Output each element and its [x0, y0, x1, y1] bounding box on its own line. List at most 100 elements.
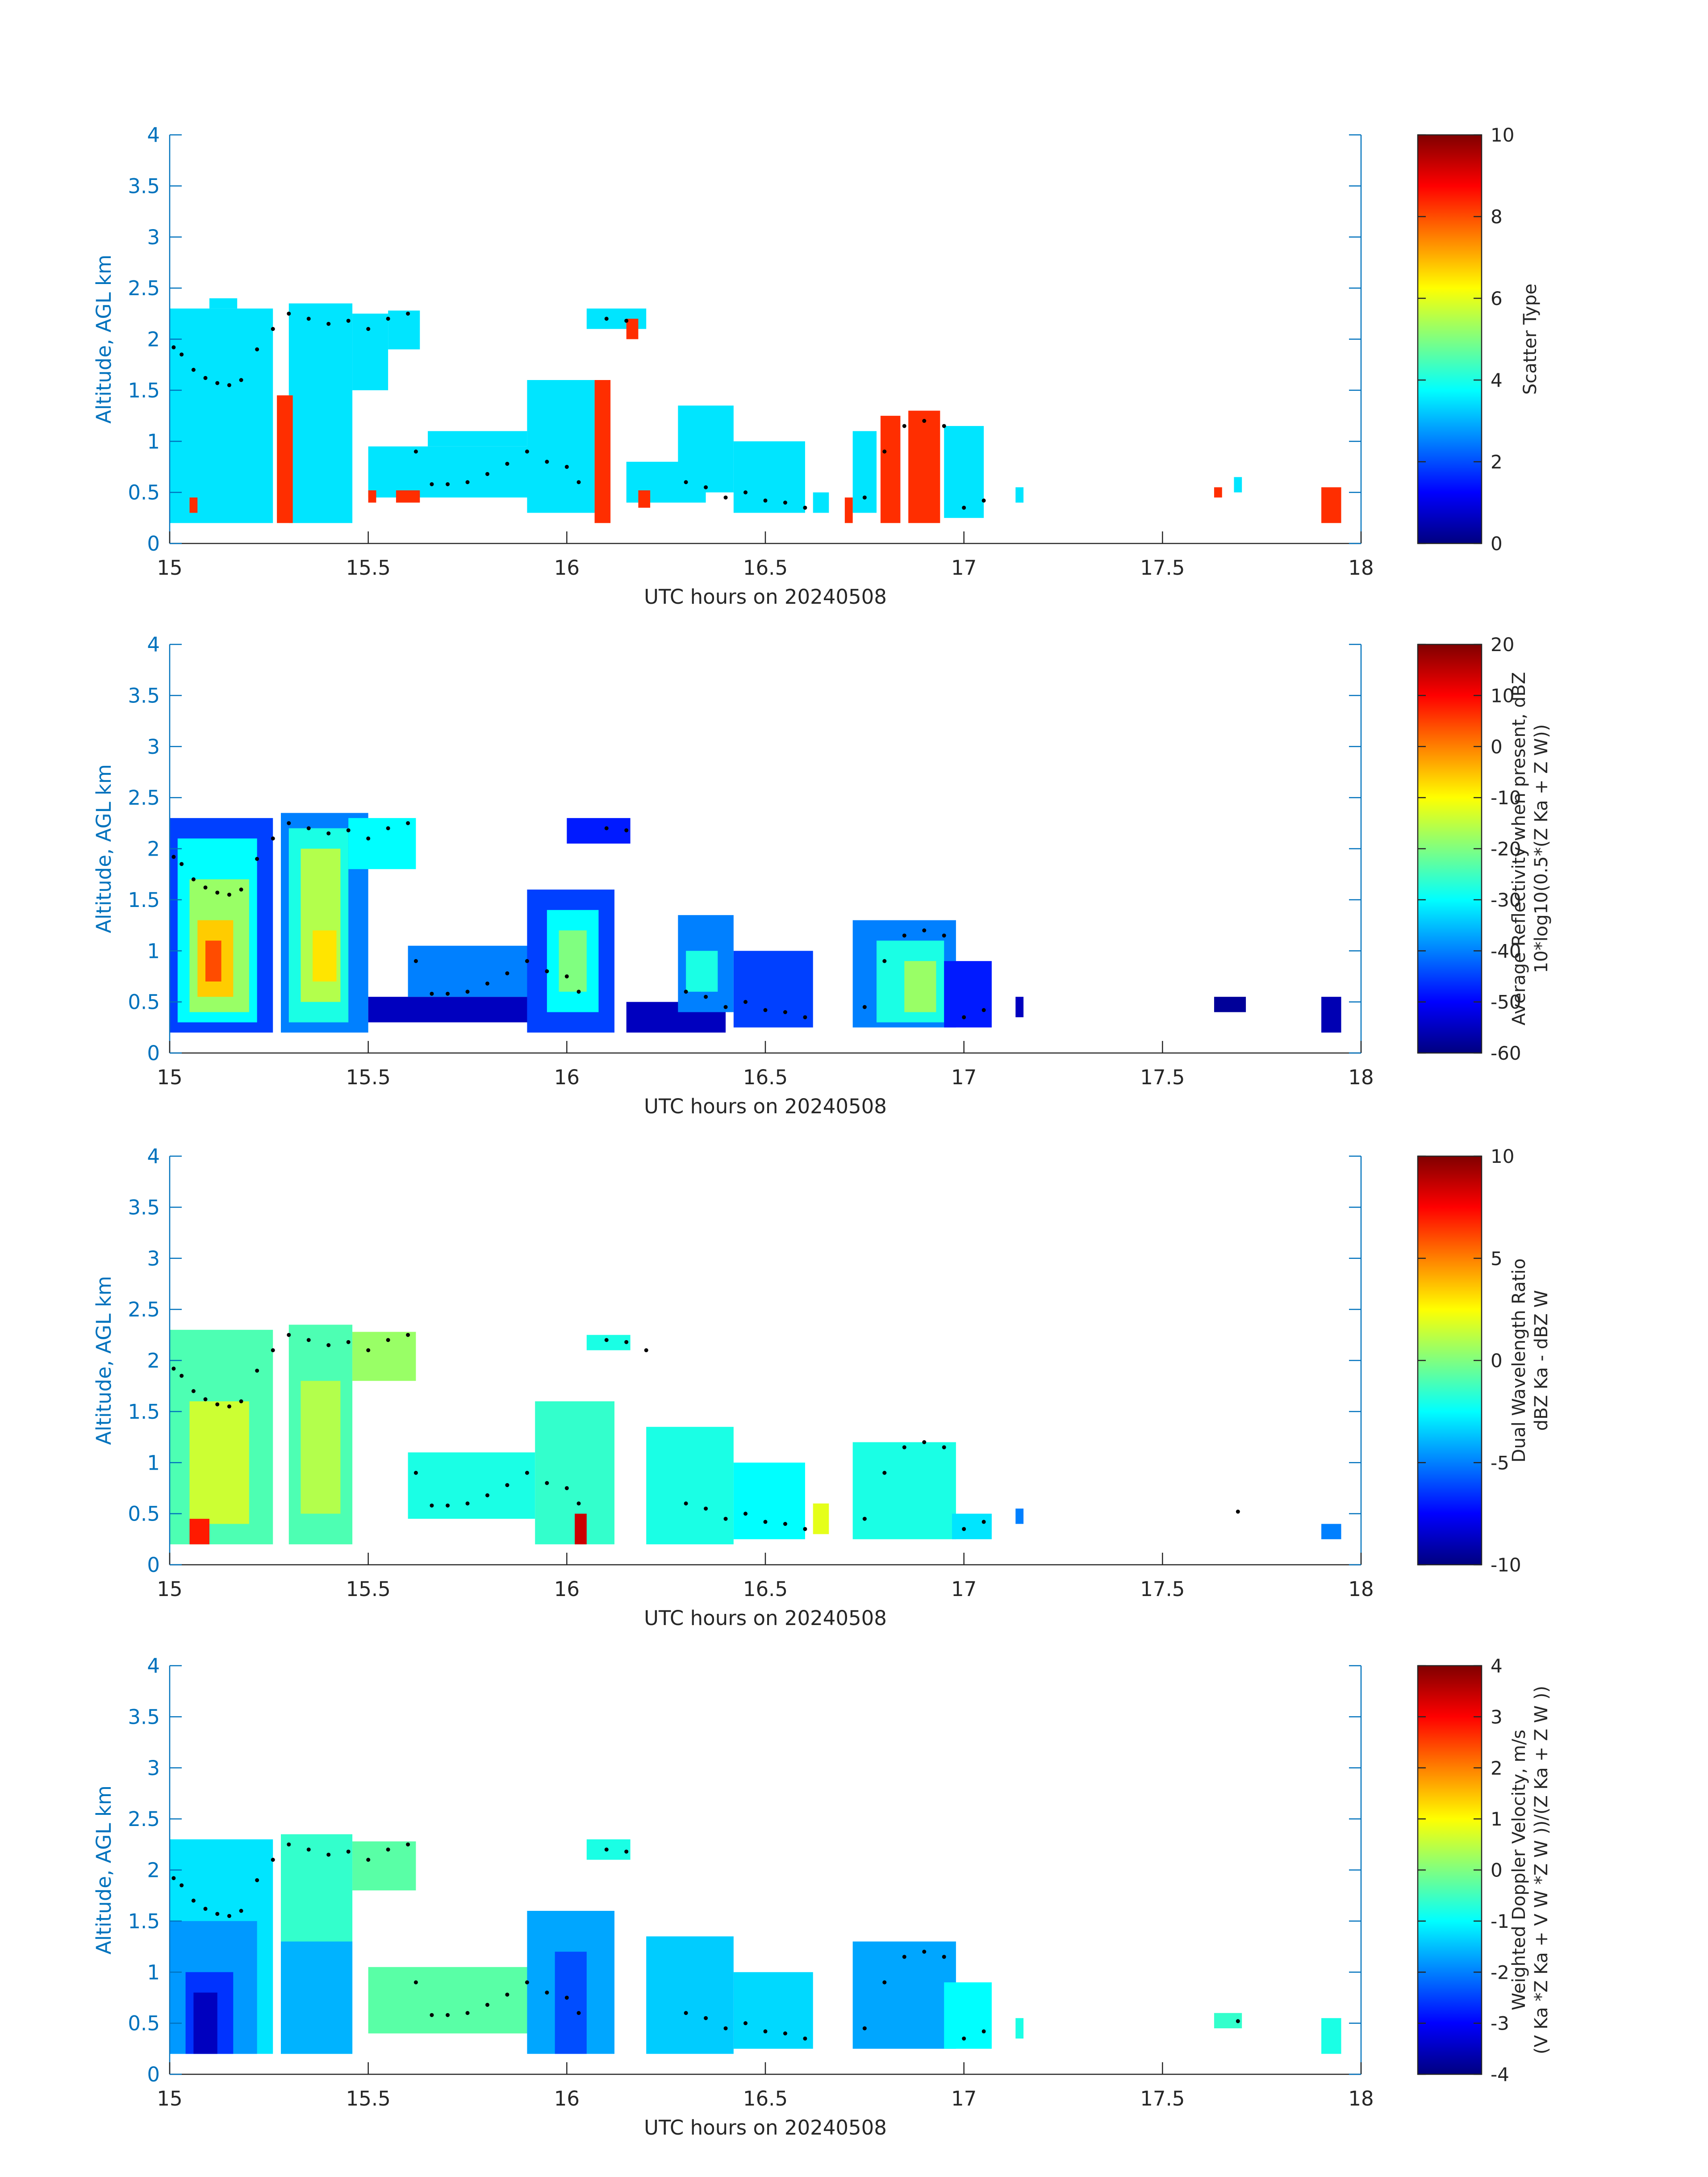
colorbar-tick-label: -4: [1491, 2064, 1509, 2085]
marker-dot: [255, 857, 259, 861]
marker-dot: [942, 1445, 946, 1450]
marker-dot: [704, 485, 708, 489]
colorbar-gradient: [1418, 644, 1482, 1053]
marker-dot: [564, 1995, 569, 2000]
marker-dot: [413, 1980, 418, 1985]
colorbar-tick-label: -1: [1491, 1910, 1509, 1932]
data-cell: [205, 940, 221, 982]
marker-dot: [684, 990, 688, 994]
x-tick-label: 17.5: [1140, 1066, 1185, 1089]
marker-dot: [203, 376, 208, 380]
marker-dot: [624, 828, 629, 832]
marker-dot: [576, 480, 581, 485]
marker-dot: [306, 317, 311, 321]
marker-dot: [346, 1849, 351, 1854]
data-cell: [944, 426, 984, 518]
y-tick-label: 2: [147, 328, 160, 351]
marker-dot: [981, 1008, 986, 1012]
x-tick-label: 17: [951, 556, 977, 580]
marker-dot: [723, 1517, 728, 1521]
marker-dot: [430, 2013, 434, 2017]
x-tick-label: 18: [1348, 556, 1374, 580]
marker-dot: [239, 1909, 243, 1913]
data-cell: [301, 1381, 341, 1514]
y-tick-label: 2.5: [128, 276, 160, 300]
marker-dot: [255, 347, 259, 351]
colorbar-tick-label: -2: [1491, 1961, 1509, 1983]
marker-dot: [525, 1980, 529, 1985]
marker-dot: [576, 2011, 581, 2015]
marker-dot: [227, 1914, 231, 1918]
marker-dot: [485, 1493, 489, 1497]
y-tick-label: 1.5: [128, 888, 160, 912]
x-tick-label: 16: [554, 2087, 580, 2110]
data-cell: [1015, 2018, 1024, 2039]
marker-dot: [545, 969, 549, 974]
x-tick-label: 15.5: [346, 2087, 391, 2110]
marker-dot: [406, 1842, 410, 1847]
data-cell: [1321, 997, 1341, 1033]
colorbar-gradient: [1418, 1666, 1482, 2074]
x-axis-label: UTC hours on 20240508: [644, 585, 887, 609]
marker-dot: [171, 1366, 176, 1371]
marker-dot: [942, 1955, 946, 1959]
y-tick-label: 0: [147, 532, 160, 556]
y-tick-label: 1: [147, 430, 160, 453]
y-tick-label: 4: [147, 1654, 160, 1678]
colorbar-tick-label: 10: [1491, 124, 1514, 146]
marker-dot: [306, 1338, 311, 1342]
marker-dot: [326, 1343, 331, 1347]
data-cell: [352, 1332, 416, 1381]
colorbar-label: Dual Wavelength Ratio: [1509, 1258, 1529, 1462]
marker-dot: [406, 1333, 410, 1337]
y-tick-label: 0.5: [128, 2012, 160, 2035]
y-tick-label: 0: [147, 2063, 160, 2086]
marker-dot: [862, 1005, 867, 1009]
marker-dot: [430, 482, 434, 486]
data-cell: [189, 1519, 209, 1545]
marker-dot: [465, 480, 470, 485]
marker-dot: [525, 449, 529, 454]
marker-dot: [171, 1876, 176, 1880]
marker-dot: [406, 311, 410, 316]
marker-dot: [346, 318, 351, 323]
x-tick-label: 17: [951, 2087, 977, 2110]
marker-dot: [255, 1368, 259, 1373]
data-cell: [733, 951, 813, 1028]
marker-dot: [239, 1399, 243, 1404]
marker-dot: [346, 828, 351, 832]
panel-scatter-type: 15 15.5 16 16.5 17 17.5 18 0 0.5 1 1.5 2 2.5 3 3.5 4 UTC…: [92, 123, 1541, 609]
y-axis-label: Altitude, AGL km: [92, 1785, 116, 1955]
marker-dot: [882, 959, 887, 963]
data-cell: [686, 951, 718, 992]
data-cell: [209, 298, 238, 309]
x-tick-label: 17: [951, 1577, 977, 1601]
x-tick-label: 17.5: [1140, 556, 1185, 580]
marker-dot: [763, 2029, 768, 2034]
data-cell: [352, 313, 388, 390]
colorbar-gradient: [1418, 135, 1482, 543]
marker-dot: [505, 1483, 509, 1488]
marker-dot: [902, 933, 906, 938]
marker-dot: [763, 498, 768, 503]
marker-dot: [191, 1898, 196, 1903]
y-tick-label: 0: [147, 1553, 160, 1577]
colorbar-tick-label: 2: [1491, 1757, 1503, 1779]
marker-dot: [171, 855, 176, 859]
panel-doppler-velocity: 15 15.5 16 16.5 17 17.5 18 0 0.5 1 1.5 2 2.5 3 3.5 4 UTC…: [92, 1654, 1552, 2139]
marker-dot: [465, 2011, 470, 2015]
marker-dot: [171, 345, 176, 350]
y-tick-label: 3: [147, 226, 160, 249]
colorbar-label: Average Reflectivity when present, dBZ: [1509, 672, 1529, 1025]
y-tick-label: 0: [147, 1041, 160, 1065]
colorbar-tick-label: 2: [1491, 451, 1503, 473]
marker-dot: [743, 490, 748, 495]
colorbar-tick-label: -10: [1491, 787, 1521, 809]
marker-dot: [203, 1906, 208, 1911]
marker-dot: [604, 1338, 609, 1342]
colorbar-tick-label: 5: [1491, 1248, 1503, 1270]
x-tick-label: 16.5: [743, 556, 788, 580]
marker-dot: [743, 2021, 748, 2026]
marker-dot: [545, 460, 549, 464]
x-tick-label: 15.5: [346, 1066, 391, 1089]
